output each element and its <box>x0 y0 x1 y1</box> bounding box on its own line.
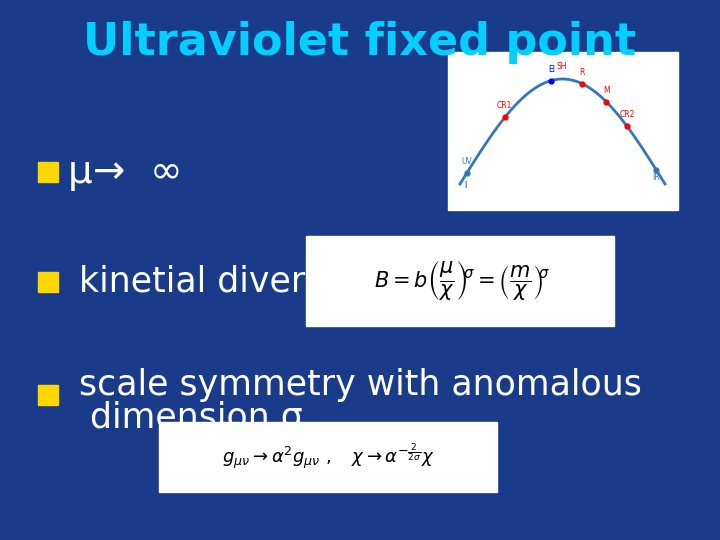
Text: kinetial diverges: kinetial diverges <box>68 265 366 299</box>
Text: IR: IR <box>652 173 660 182</box>
Text: M: M <box>603 86 610 95</box>
FancyBboxPatch shape <box>38 162 58 182</box>
Text: μ→  ∞: μ→ ∞ <box>68 153 182 191</box>
Text: R: R <box>580 68 585 77</box>
Text: $B = b\left(\dfrac{\mu}{\chi}\right)^{\!\!\sigma} = \left(\dfrac{m}{\chi}\right): $B = b\left(\dfrac{\mu}{\chi}\right)^{\!… <box>374 260 550 302</box>
FancyBboxPatch shape <box>38 272 58 292</box>
Text: EI: EI <box>548 65 555 73</box>
FancyBboxPatch shape <box>448 52 678 210</box>
Text: I: I <box>464 181 467 190</box>
Text: CR1: CR1 <box>497 102 513 111</box>
Text: $g_{\mu\nu} \rightarrow \alpha^2 g_{\mu\nu}\ ,\quad \chi \rightarrow \alpha^{-\f: $g_{\mu\nu} \rightarrow \alpha^2 g_{\mu\… <box>222 442 434 472</box>
Text: CR2: CR2 <box>619 110 635 119</box>
Text: Ultraviolet fixed point: Ultraviolet fixed point <box>84 22 636 64</box>
Text: UV: UV <box>462 157 472 166</box>
Text: dimension σ: dimension σ <box>68 401 302 435</box>
Text: scale symmetry with anomalous: scale symmetry with anomalous <box>68 368 642 402</box>
Text: SH: SH <box>557 62 567 71</box>
FancyBboxPatch shape <box>38 385 58 405</box>
FancyBboxPatch shape <box>159 422 497 492</box>
FancyBboxPatch shape <box>306 236 614 326</box>
